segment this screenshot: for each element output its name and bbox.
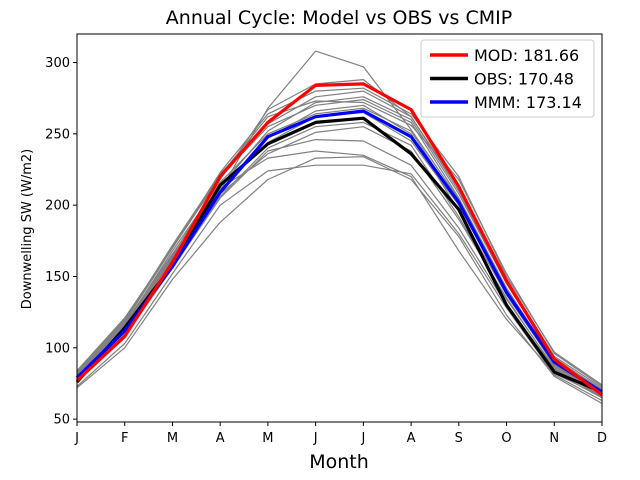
legend-label-1: MOD: 181.66 [474, 46, 579, 65]
x-tick-label: J [313, 431, 318, 446]
legend-label-2: OBS: 170.48 [474, 70, 574, 89]
x-tick-label: F [121, 431, 128, 446]
cmip-model-line-16 [76, 87, 603, 386]
y-tick-label: 300 [45, 56, 70, 71]
x-tick-label: A [216, 431, 225, 446]
y-axis-label: Downwelling SW (W/m2) [20, 149, 35, 309]
plot-frame [76, 33, 603, 423]
highlight-series-lines [75, 82, 603, 397]
axes: 50 100 150 200 250 300 J F M A M J J A S O N D [45, 33, 607, 446]
y-tick-label: 100 [45, 341, 70, 356]
x-tick-label: O [501, 431, 511, 446]
x-tick-label: A [407, 431, 416, 446]
x-tick-label: J [360, 431, 365, 446]
y-tick-label: 200 [45, 199, 70, 214]
cmip-model-line-3 [76, 156, 603, 405]
x-axis-label: Month [309, 451, 369, 473]
y-tick-label: 50 [53, 413, 70, 428]
x-tick-label: J [74, 431, 79, 446]
x-tick-label: D [597, 431, 607, 446]
legend-box [420, 39, 595, 118]
cmip-model-line-4 [76, 164, 603, 402]
legend-label-3: MMM: 173.14 [474, 93, 582, 112]
x-tick-label: S [455, 431, 463, 446]
series-line-mod [75, 82, 603, 397]
y-tick-label: 250 [45, 127, 70, 142]
legend: MOD: 181.66 OBS: 170.48 MMM: 173.14 [420, 39, 595, 118]
y-tick-label: 150 [45, 270, 70, 285]
chart-title: Annual Cycle: Model vs OBS vs CMIP [166, 7, 512, 29]
x-tick-label: M [262, 431, 273, 446]
x-tick-label: N [549, 431, 559, 446]
x-tick-label: M [167, 431, 178, 446]
cmip-model-line-6 [76, 150, 603, 397]
